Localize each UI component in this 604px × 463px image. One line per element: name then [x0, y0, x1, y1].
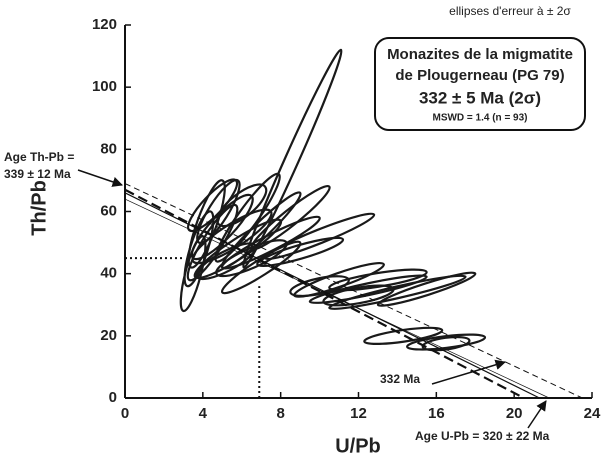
box-line: de Plougerneau (PG 79) — [395, 67, 564, 84]
x-tick-label: 0 — [121, 405, 129, 422]
error-ellipse — [328, 274, 467, 310]
error-ellipse — [289, 275, 350, 298]
x-tick-label: 24 — [584, 405, 601, 422]
annotation: Age Th-Pb = — [4, 150, 74, 164]
y-tick-label: 120 — [92, 16, 117, 33]
regression-line — [124, 183, 583, 399]
arrow — [527, 400, 547, 429]
error-ellipse — [322, 284, 395, 307]
box-line: 332 ± 5 Ma (2σ) — [419, 88, 541, 107]
regression-line — [124, 192, 540, 399]
y-tick-label: 80 — [100, 140, 117, 157]
box-line: Monazites de la migmatite — [387, 46, 573, 63]
error-ellipse — [187, 178, 239, 233]
x-axis-label: U/Pb — [335, 435, 381, 457]
annotation: Age U-Pb = 320 ± 22 Ma — [415, 429, 550, 443]
regression-line — [124, 198, 550, 399]
error-ellipse — [196, 178, 241, 245]
error-ellipse — [421, 335, 471, 352]
y-tick-label: 100 — [92, 78, 117, 95]
error-ellipse — [256, 236, 345, 268]
y-tick-label: 0 — [109, 389, 117, 406]
y-axis-label: Th/Pb — [28, 180, 50, 236]
x-tick-label: 4 — [199, 405, 208, 422]
error-ellipse — [187, 179, 226, 269]
x-tick-label: 16 — [428, 405, 445, 422]
arrow — [77, 169, 123, 187]
annotation: 332 Ma — [380, 372, 420, 386]
box-line: MSWD = 1.4 (n = 93) — [432, 113, 527, 124]
y-tick-label: 40 — [100, 265, 117, 282]
y-tick-label: 20 — [100, 327, 117, 344]
arrow — [431, 359, 507, 385]
error-ellipse — [179, 235, 207, 313]
info-box — [374, 37, 586, 131]
plot-area: 0 4 8 12 16 20 24 0 20 40 60 80 100 120 — [92, 16, 601, 422]
x-tick-label: 20 — [506, 405, 523, 422]
error-ellipse — [308, 274, 428, 304]
x-tick-label: 8 — [276, 405, 284, 422]
annotation: 339 ± 12 Ma — [4, 167, 71, 181]
error-ellipse — [242, 48, 343, 269]
error-ellipse — [376, 271, 477, 307]
error-ellipse — [406, 333, 487, 351]
note: ellipses d'erreur à ± 2σ — [449, 4, 571, 18]
x-tick-label: 12 — [350, 405, 367, 422]
y-tick-label: 60 — [100, 202, 117, 219]
error-ellipse — [250, 184, 331, 251]
error-ellipse — [216, 183, 268, 228]
error-ellipse — [263, 212, 376, 261]
error-ellipse — [183, 210, 215, 288]
